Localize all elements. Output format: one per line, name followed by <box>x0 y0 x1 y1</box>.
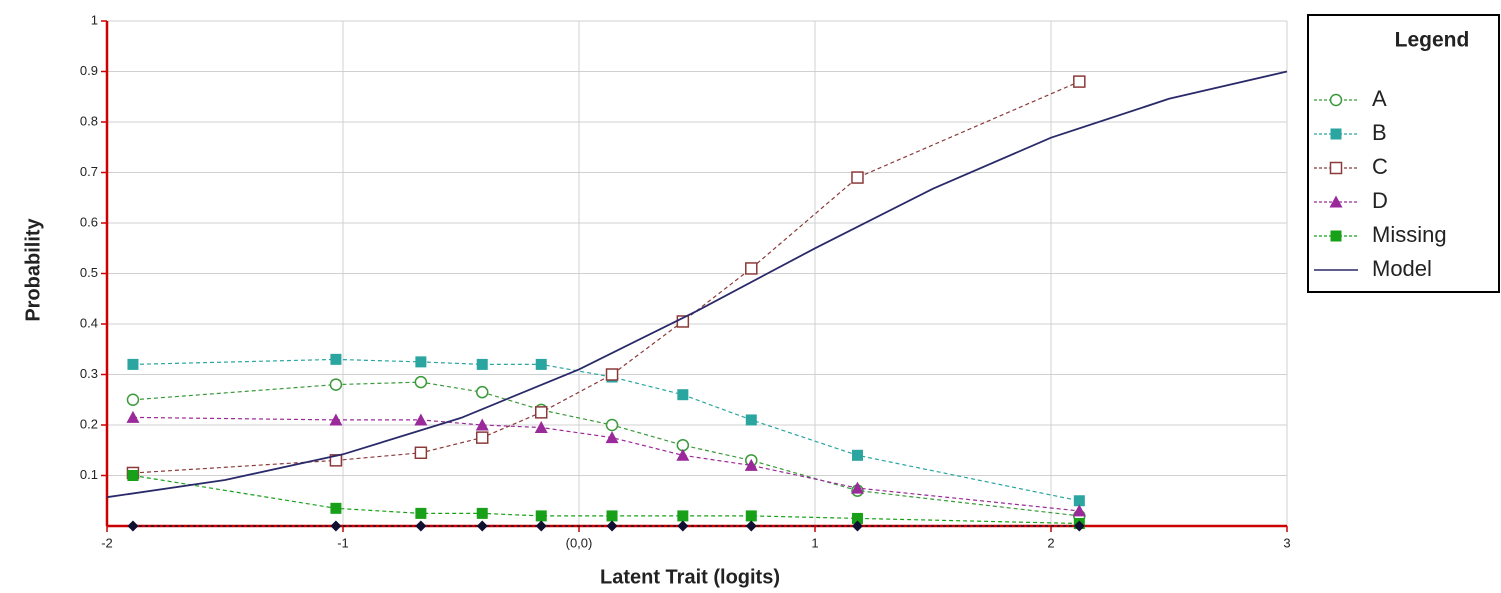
point <box>677 520 689 532</box>
point <box>605 368 619 381</box>
point <box>1073 75 1086 88</box>
x-tick-label: 3 <box>1283 535 1290 550</box>
series-line <box>132 81 1080 474</box>
series-line <box>132 381 1080 517</box>
point <box>676 448 690 461</box>
series-line <box>132 474 1080 525</box>
y-axis-label: Probability <box>22 217 44 321</box>
legend-marker <box>1329 93 1343 107</box>
point <box>414 446 428 460</box>
point <box>851 449 863 461</box>
x-tick-label: 1 <box>811 535 818 550</box>
x-axis-label: Latent Trait (logits) <box>600 566 780 588</box>
legend-label: B <box>1372 120 1387 145</box>
point <box>535 358 547 370</box>
point <box>475 431 489 444</box>
point <box>330 520 342 532</box>
y-tick-label: 0.6 <box>80 214 98 229</box>
point <box>127 470 139 481</box>
point <box>476 520 488 532</box>
legend-marker <box>1329 161 1343 175</box>
point <box>850 481 864 494</box>
point <box>745 510 757 522</box>
point <box>330 353 342 365</box>
legend-label: Missing <box>1372 222 1447 247</box>
y-tick-label: 0.9 <box>80 63 98 78</box>
point <box>535 510 547 522</box>
point <box>605 431 619 444</box>
legend-label: Model <box>1372 256 1432 281</box>
legend-marker <box>1329 195 1343 208</box>
point <box>605 418 619 432</box>
series-line <box>106 70 1288 499</box>
y-tick-label: 0.2 <box>80 416 98 431</box>
y-tick-label: 0.8 <box>80 113 98 128</box>
x-tick-label: (0,0) <box>566 535 593 550</box>
point <box>677 389 689 401</box>
x-tick-label: -1 <box>337 535 349 550</box>
y-tick-label: 1 <box>91 12 98 27</box>
legend-label: D <box>1372 188 1388 213</box>
point <box>415 507 427 519</box>
point <box>330 502 342 514</box>
legend-marker <box>1330 230 1342 242</box>
point <box>745 414 757 426</box>
point <box>329 413 343 426</box>
point <box>851 512 863 524</box>
y-tick-label: 0.7 <box>80 164 98 179</box>
point <box>745 262 758 275</box>
legend-marker <box>1330 128 1342 140</box>
point <box>744 458 758 471</box>
point <box>1073 495 1085 507</box>
point <box>126 393 140 406</box>
point <box>414 413 428 426</box>
point <box>851 171 864 184</box>
legend-title: Legend <box>1395 29 1470 52</box>
point <box>329 454 343 467</box>
legend-box <box>1307 14 1500 293</box>
x-tick-label: -2 <box>101 535 113 550</box>
point <box>476 358 488 370</box>
series-line <box>132 416 1080 512</box>
point <box>534 406 548 419</box>
point <box>606 510 618 522</box>
point <box>127 520 139 532</box>
point <box>677 510 689 522</box>
point <box>414 375 428 389</box>
point <box>1072 504 1086 517</box>
y-tick-label: 0.1 <box>80 467 98 482</box>
point <box>745 520 757 532</box>
point <box>415 520 427 532</box>
point <box>126 410 140 423</box>
x-tick-label: 2 <box>1047 535 1054 550</box>
point <box>851 520 863 532</box>
legend-label: A <box>1372 86 1387 111</box>
y-tick-label: 0.3 <box>80 366 98 381</box>
point <box>475 385 489 399</box>
point <box>534 421 548 434</box>
point <box>329 378 343 391</box>
point <box>475 418 489 431</box>
y-tick-label: 0.5 <box>80 265 98 280</box>
point <box>415 356 427 368</box>
point <box>535 520 547 532</box>
point <box>476 507 488 519</box>
point <box>606 520 618 532</box>
y-tick-label: 0.4 <box>80 315 98 330</box>
point <box>127 358 139 370</box>
legend-label: C <box>1372 154 1388 179</box>
point <box>1073 520 1085 532</box>
